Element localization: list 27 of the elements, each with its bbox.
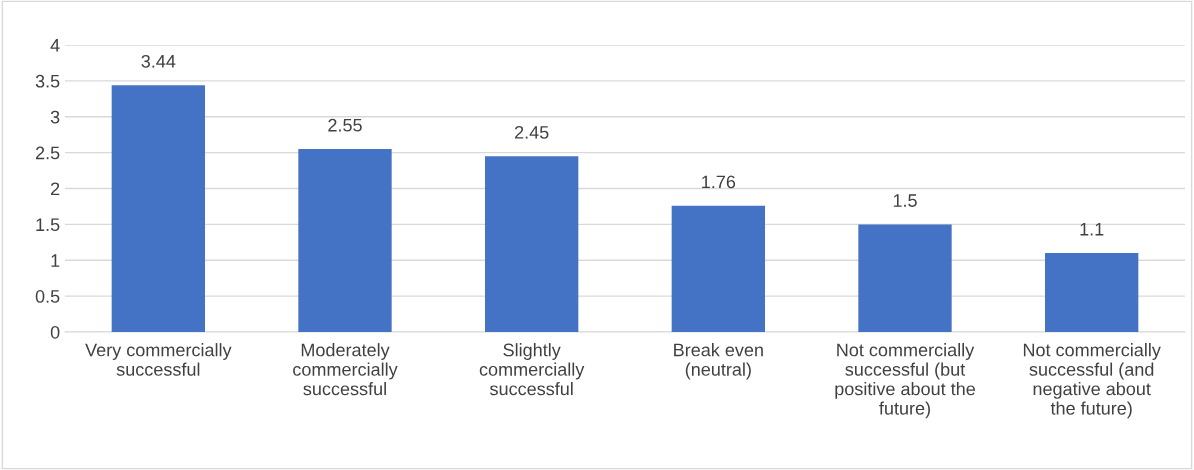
y-tick-label: 4 — [50, 39, 60, 52]
bar — [671, 205, 765, 332]
bar — [485, 156, 579, 332]
x-tick-label: Very commercially successful — [85, 343, 232, 376]
data-label: 2.45 — [515, 125, 549, 139]
bar — [298, 149, 392, 332]
y-tick-label: 2 — [51, 182, 60, 196]
y-tick-label: 2.5 — [35, 146, 60, 160]
bar — [111, 85, 205, 332]
y-tick-label: 3 — [50, 110, 60, 124]
y-tick-label: 1 — [51, 254, 60, 267]
data-label: 3.44 — [141, 54, 176, 68]
data-label: 1.76 — [702, 175, 736, 189]
y-tick-label: 0.5 — [35, 290, 60, 303]
x-tick-label: Not commercially successful (and negative about the future) — [1023, 343, 1161, 419]
x-tick-label: Slightly commercially successful — [479, 343, 585, 396]
bar — [858, 224, 952, 332]
y-tick-label: 0 — [50, 325, 60, 339]
data-label: 1.5 — [893, 194, 917, 207]
x-tick-label: Break even (neutral) — [674, 343, 763, 380]
y-tick-label: 1.5 — [36, 218, 60, 232]
y-tick-label: 3.5 — [35, 74, 60, 88]
data-label: 2.55 — [328, 118, 362, 132]
data-label: 1.1 — [1080, 223, 1104, 236]
bar — [1045, 253, 1139, 332]
x-tick-label: Not commercially successful (but positive about the future) — [835, 343, 975, 419]
x-tick-label: Moderately commercially successful — [293, 343, 398, 396]
